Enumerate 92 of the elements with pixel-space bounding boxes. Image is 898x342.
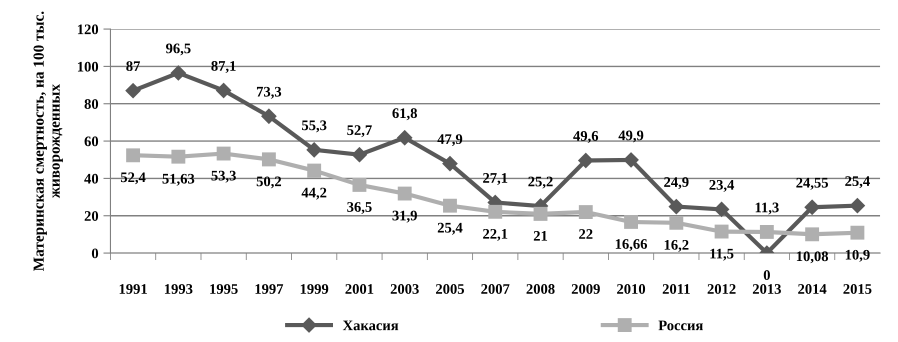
point	[171, 150, 186, 164]
data-label: 44,2	[302, 188, 326, 200]
point	[306, 142, 322, 158]
data-label: 51,63	[162, 174, 194, 186]
legend-label: Хакасия	[342, 320, 398, 330]
point	[760, 225, 774, 239]
point	[216, 82, 232, 98]
data-label: 21	[534, 231, 548, 241]
data-label: 16,2	[664, 240, 688, 252]
x-tick-label: 2013	[752, 284, 781, 294]
x-tick-label: 1999	[300, 284, 328, 294]
x-tick-label: 2001	[345, 284, 374, 294]
x-tick-label: 2010	[617, 284, 646, 294]
point	[669, 216, 684, 230]
data-label: 11,5	[710, 248, 734, 261]
y-tick-label: 40	[84, 174, 98, 184]
point	[850, 226, 864, 240]
data-label: 50,2	[256, 176, 282, 188]
legend-label: Россия	[658, 320, 703, 330]
y-tick-label: 80	[84, 99, 98, 109]
point	[442, 156, 458, 172]
x-tick-label: 2015	[843, 284, 872, 294]
point	[488, 204, 502, 219]
x-tick-label: 2014	[798, 284, 826, 294]
x-tick-label: 2009	[572, 284, 600, 294]
point	[398, 186, 412, 200]
data-label: 16,66	[616, 239, 648, 252]
y-tick-label: 60	[84, 136, 98, 146]
point	[578, 205, 593, 219]
point	[216, 146, 231, 161]
point	[714, 224, 729, 239]
point	[850, 198, 865, 214]
point	[170, 65, 186, 81]
data-label: 10,9	[846, 250, 870, 262]
point	[623, 152, 639, 168]
point	[262, 152, 276, 166]
point	[443, 198, 457, 213]
point	[352, 147, 368, 162]
point	[534, 206, 548, 221]
point	[578, 152, 594, 168]
y-tick-label: 100	[78, 62, 98, 72]
point	[668, 199, 684, 214]
x-tick-label: 1997	[255, 284, 284, 294]
point	[352, 178, 366, 192]
x-tick-label: 2005	[436, 284, 464, 294]
data-label: 36,5	[347, 202, 372, 214]
point	[126, 83, 141, 98]
y-tick-label: 20	[84, 211, 98, 221]
point	[805, 227, 820, 242]
point	[804, 200, 820, 215]
point	[624, 215, 638, 229]
data-label: 27,1	[483, 173, 508, 185]
data-label: 47,9	[437, 134, 462, 146]
x-tick-label: 1993	[164, 284, 192, 294]
y-tick-label: 0	[92, 248, 98, 258]
data-label: 25,4	[845, 176, 870, 188]
x-tick-label: 1995	[210, 284, 238, 294]
data-label: 11,3	[756, 202, 779, 214]
x-tick-label: 2007	[481, 284, 510, 294]
point	[397, 130, 412, 146]
data-label: 25,2	[528, 176, 553, 189]
data-label: 10,08	[796, 251, 828, 264]
x-tick-label: 2012	[708, 284, 736, 294]
x-tick-label: 1991	[120, 284, 147, 294]
data-label: 87	[126, 61, 140, 72]
data-label: 22	[579, 229, 592, 239]
data-label: 96,5	[166, 44, 191, 56]
y-axis-title: Материнская смертность, на 100 тыс. живорожденных	[33, 12, 63, 271]
data-label: 73,3	[256, 86, 282, 99]
x-tick-label: 2008	[526, 284, 555, 294]
point	[126, 148, 140, 162]
y-tick-label: 120	[78, 24, 98, 34]
point	[307, 164, 322, 178]
data-label: 24,9	[664, 177, 689, 190]
data-label: 53,3	[211, 170, 236, 183]
data-label: 23,4	[709, 180, 734, 192]
data-label: 55,3	[302, 120, 326, 132]
data-label: 22,1	[483, 228, 508, 241]
data-label: 25,4	[438, 222, 462, 235]
data-label: 61,8	[392, 108, 417, 120]
data-label: 24,55	[796, 178, 828, 190]
data-label: 52,7	[347, 125, 372, 138]
data-label: 0	[764, 270, 770, 280]
data-label: 49,9	[618, 130, 644, 142]
data-label: 49,6	[573, 131, 598, 143]
x-tick-label: 2011	[662, 284, 690, 294]
data-label: 87,1	[211, 61, 236, 73]
point	[714, 202, 730, 217]
point	[261, 108, 276, 124]
data-label: 31,9	[392, 210, 417, 223]
x-tick-label: 2003	[390, 284, 419, 294]
data-label: 52,4	[120, 172, 146, 184]
